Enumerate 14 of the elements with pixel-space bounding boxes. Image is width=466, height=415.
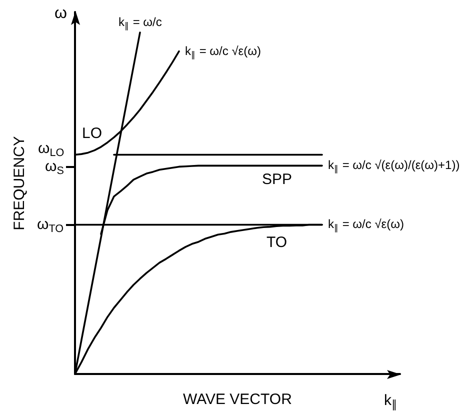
series-label: k$_{∥}$ = ω/c bbox=[118, 15, 162, 31]
text: ω$_{LO}$ bbox=[38, 140, 64, 159]
x-axis-title: WAVE VECTOR bbox=[183, 390, 292, 408]
y-axis-title: FREQUENCY bbox=[10, 136, 28, 230]
text: k$_{∥}$ bbox=[384, 392, 398, 411]
annotation: TO bbox=[266, 234, 288, 251]
annotation: LO bbox=[82, 124, 102, 142]
text: ω$_{S}$ bbox=[45, 158, 64, 177]
text: ω$_{TO}$ bbox=[37, 216, 64, 235]
annotation: SPP bbox=[262, 170, 292, 188]
text: ω bbox=[54, 5, 67, 23]
series-label: k$_{∥}$ = ω/c √ε(ω) bbox=[185, 44, 262, 60]
series-label: k$_{∥}$ = ω/c √ε(ω) bbox=[328, 217, 404, 233]
series-label: k$_{∥}$ = ω/c √(ε(ω)/(ε(ω)+1)) bbox=[328, 158, 460, 174]
